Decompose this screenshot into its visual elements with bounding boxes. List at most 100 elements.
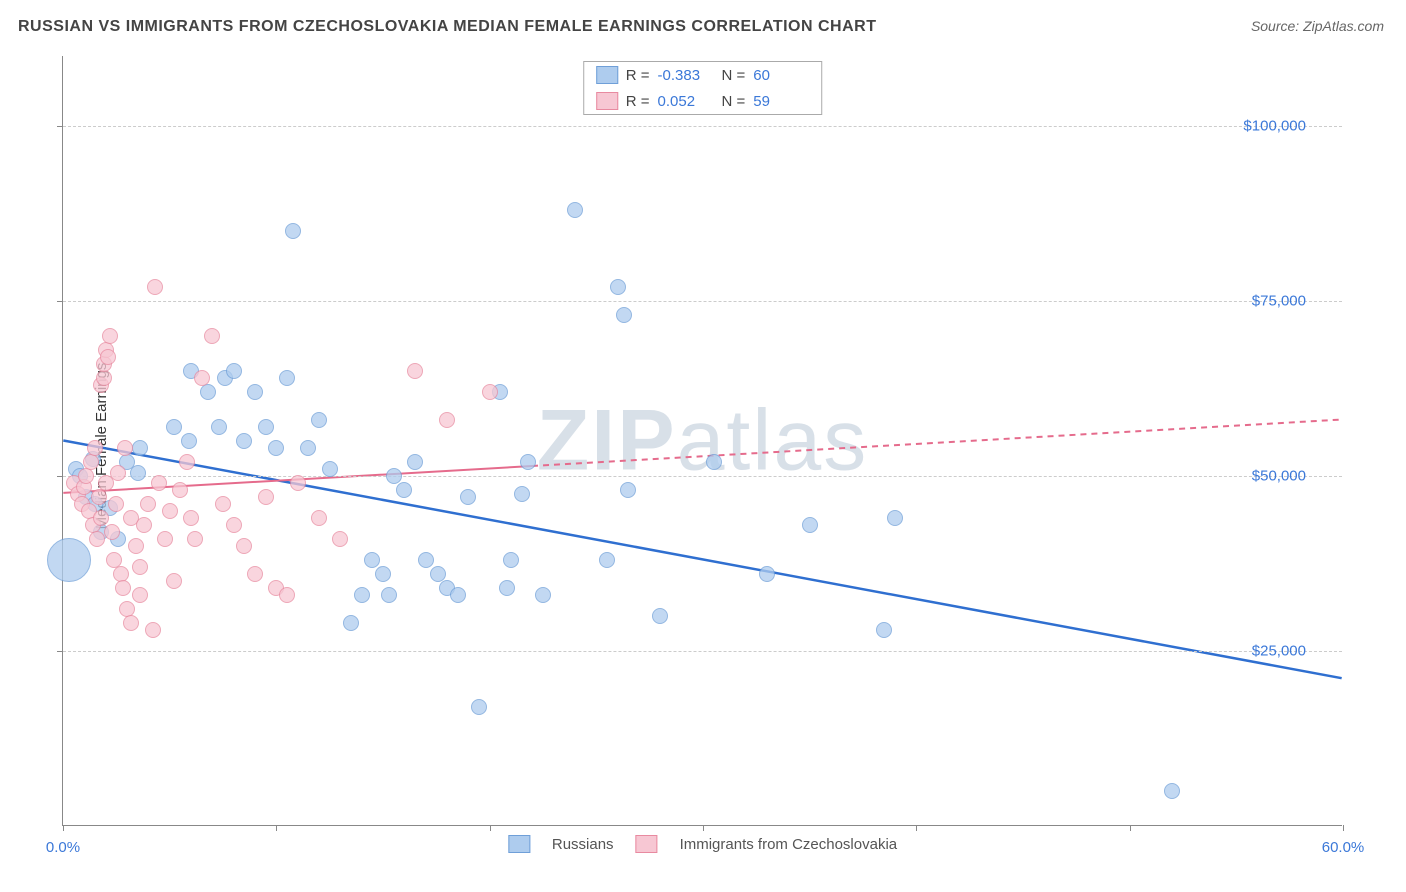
data-point-czech [226, 517, 242, 533]
x-tick-label: 0.0% [46, 839, 80, 856]
data-point-czech [108, 496, 124, 512]
data-point-russians [181, 433, 197, 449]
legend-swatch [508, 835, 530, 853]
x-tick-mark [63, 825, 64, 831]
data-point-czech [157, 531, 173, 547]
y-tick-label: $50,000 [1252, 468, 1306, 485]
data-point-czech [482, 384, 498, 400]
data-point-russians [375, 566, 391, 582]
data-point-russians [802, 517, 818, 533]
x-tick-mark [1343, 825, 1344, 831]
data-point-czech [279, 587, 295, 603]
data-point-czech [162, 503, 178, 519]
data-point-russians [535, 587, 551, 603]
x-tick-mark [703, 825, 704, 831]
data-point-czech [187, 531, 203, 547]
data-point-russians [132, 440, 148, 456]
data-point-czech [145, 622, 161, 638]
data-point-russians [706, 454, 722, 470]
y-tick-mark [57, 476, 63, 477]
data-point-russians [268, 440, 284, 456]
data-point-czech [87, 440, 103, 456]
data-point-czech [439, 412, 455, 428]
data-point-czech [140, 496, 156, 512]
data-point-russians [499, 580, 515, 596]
data-point-russians [396, 482, 412, 498]
gridline [63, 126, 1342, 127]
data-point-czech [332, 531, 348, 547]
data-point-russians [200, 384, 216, 400]
stats-r-value: 0.052 [658, 93, 714, 110]
y-tick-mark [57, 651, 63, 652]
y-tick-mark [57, 126, 63, 127]
data-point-czech [258, 489, 274, 505]
data-point-czech [215, 496, 231, 512]
x-tick-label: 60.0% [1322, 839, 1365, 856]
stats-r-label: R = [626, 93, 650, 110]
bottom-legend: RussiansImmigrants from Czechoslovakia [508, 835, 897, 853]
data-point-russians [236, 433, 252, 449]
data-point-czech [290, 475, 306, 491]
legend-swatch [636, 835, 658, 853]
data-point-czech [172, 482, 188, 498]
stats-legend: R =-0.383N =60R =0.052N =59 [583, 61, 823, 115]
y-tick-label: $75,000 [1252, 293, 1306, 310]
data-point-czech [311, 510, 327, 526]
data-point-czech [83, 454, 99, 470]
stats-legend-row: R =-0.383N =60 [584, 62, 822, 88]
data-point-russians [381, 587, 397, 603]
data-point-czech [104, 524, 120, 540]
data-point-russians [285, 223, 301, 239]
legend-label: Russians [552, 836, 614, 853]
data-point-czech [247, 566, 263, 582]
x-tick-mark [490, 825, 491, 831]
data-point-russians [514, 486, 530, 502]
data-point-russians [354, 587, 370, 603]
data-point-russians [311, 412, 327, 428]
data-point-russians [386, 468, 402, 484]
source-label: Source: ZipAtlas.com [1251, 18, 1384, 34]
data-point-czech [78, 468, 94, 484]
data-point-czech [204, 328, 220, 344]
data-point-czech [236, 538, 252, 554]
stats-n-value: 60 [753, 67, 809, 84]
data-point-russians [364, 552, 380, 568]
data-point-russians [616, 307, 632, 323]
data-point-russians [247, 384, 263, 400]
data-point-russians [226, 363, 242, 379]
data-point-russians [279, 370, 295, 386]
data-point-czech [147, 279, 163, 295]
data-point-czech [151, 475, 167, 491]
stats-r-label: R = [626, 67, 650, 84]
plot-area: ZIPatlas R =-0.383N =60R =0.052N =59 Rus… [62, 56, 1342, 826]
data-point-czech [110, 465, 126, 481]
data-point-russians [343, 615, 359, 631]
data-point-russians [567, 202, 583, 218]
data-point-russians [450, 587, 466, 603]
data-point-czech [115, 580, 131, 596]
data-point-czech [128, 538, 144, 554]
x-tick-mark [276, 825, 277, 831]
data-point-russians [652, 608, 668, 624]
data-point-russians [759, 566, 775, 582]
stats-n-value: 59 [753, 93, 809, 110]
data-point-russians [211, 419, 227, 435]
data-point-czech [93, 510, 109, 526]
data-point-russians [1164, 783, 1180, 799]
trend-line-czech [532, 420, 1342, 466]
data-point-czech [407, 363, 423, 379]
data-point-czech [91, 489, 107, 505]
x-tick-mark [916, 825, 917, 831]
data-point-russians [610, 279, 626, 295]
stats-n-label: N = [722, 93, 746, 110]
data-point-czech [123, 615, 139, 631]
chart-title: RUSSIAN VS IMMIGRANTS FROM CZECHOSLOVAKI… [18, 18, 876, 36]
data-point-russians [520, 454, 536, 470]
data-point-czech [117, 440, 133, 456]
data-point-russians [300, 440, 316, 456]
data-point-czech [100, 349, 116, 365]
data-point-russians [47, 538, 91, 582]
gridline [63, 476, 1342, 477]
data-point-russians [322, 461, 338, 477]
stats-legend-row: R = 0.052 N = 59 [584, 88, 822, 114]
